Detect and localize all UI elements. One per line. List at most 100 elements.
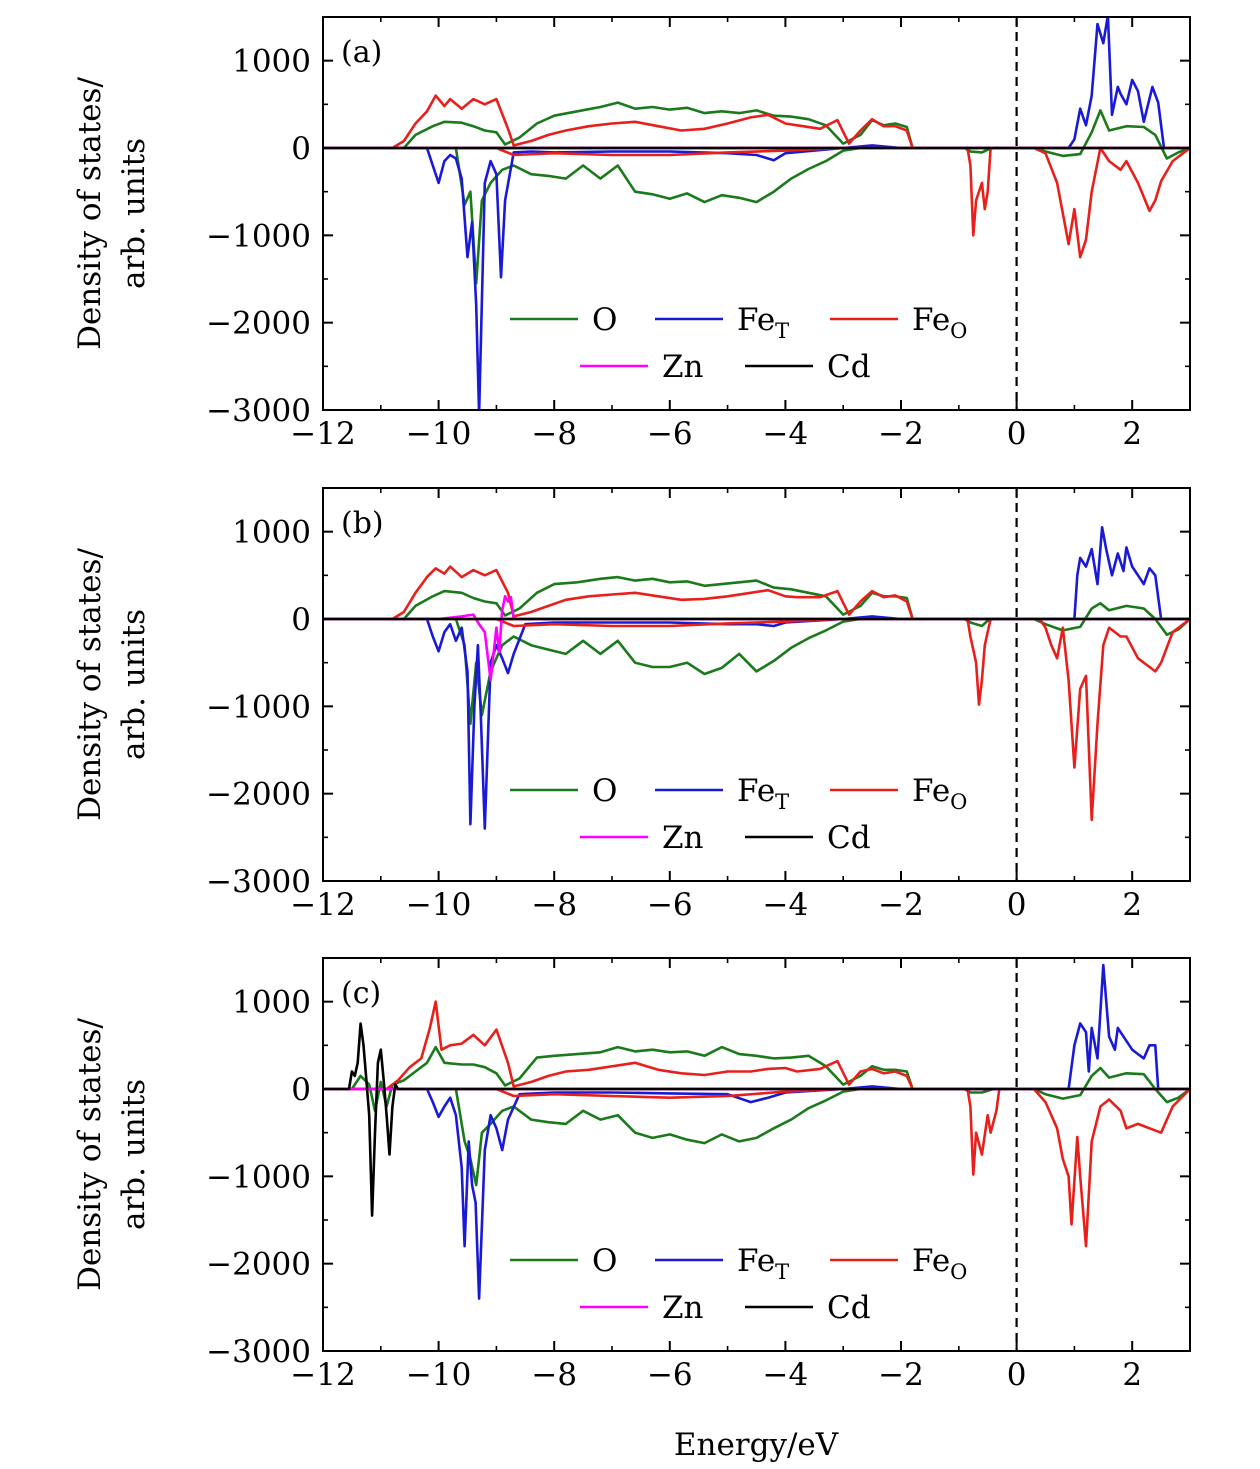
legend: O FeT FeO Zn Cd [510,302,967,385]
y-tick-label: 0 [291,602,311,638]
y-tick-label: −2000 [206,306,311,342]
legend-label: FeT [737,302,789,343]
series-line-fet [323,17,1190,410]
y-tick-label: −3000 [206,393,311,429]
legend-label: FeO [912,1243,967,1284]
legend-entry-feo: FeO [830,302,967,343]
y-tick-label: −2000 [206,1247,311,1283]
legend-entry-cd: Cd [745,820,871,856]
series-line-cd [323,1022,1190,1217]
series-line-feo [323,1000,1190,1248]
legend-label: Zn [662,1290,704,1326]
legend-label: Zn [662,820,704,856]
legend: O FeT FeO Zn Cd [510,773,967,856]
legend-label: FeO [912,773,967,814]
y-axis-title-line1: Density of states/ [72,77,108,350]
y-tick-label: −1000 [206,1159,311,1195]
legend-entry-fet: FeT [655,1243,789,1284]
x-tick-label: 2 [1122,887,1142,923]
x-tick-label: 2 [1122,416,1142,452]
x-tick-label: −4 [763,1357,809,1393]
legend-entry-fet: FeT [655,302,789,343]
y-tick-label: −2000 [206,777,311,813]
x-tick-label: −4 [763,887,809,923]
y-tick-label: 1000 [232,515,311,551]
plot-frame [322,16,1191,411]
panel-label: (b) [341,506,384,541]
y-axis-title-line1: Density of states/ [72,548,108,821]
legend-entry-feo: FeO [830,1243,967,1284]
legend-entry-cd: Cd [745,349,871,385]
y-tick-label: −1000 [206,218,311,254]
plot-frame [322,487,1191,882]
x-tick-label: −12 [290,1357,355,1393]
x-tick-label: −8 [531,1357,577,1393]
panel-label: (a) [341,35,382,70]
legend-entry-zn: Zn [580,1290,704,1326]
legend-entry-o: O [510,302,617,338]
panel-label: (c) [341,976,381,1011]
x-tick-label: −12 [290,887,355,923]
legend-label: Cd [827,820,871,856]
plot-frame [322,957,1191,1352]
legend-label: FeT [737,773,789,814]
panel-c: −12 −10 −8 −6 −4 −2 0 2 −3000 −2000 −1000 0 1000 (c) D… [72,957,1191,1393]
x-tick-label: −6 [647,887,693,923]
y-axis-title-line1: Density of states/ [72,1018,108,1291]
x-tick-label: −6 [647,1357,693,1393]
x-tick-label: 0 [1007,887,1027,923]
legend-label: Cd [827,1290,871,1326]
series-line-o [323,1045,1190,1187]
x-axis-title: Energy/eV [674,1427,839,1463]
legend-entry-feo: FeO [830,773,967,814]
y-axis-title-line2: arb. units [116,1079,152,1230]
y-axis-title: Density of states/arb. units [72,1018,152,1291]
y-axis-title-line2: arb. units [116,609,152,760]
y-tick-label: −3000 [206,864,311,900]
legend-entry-cd: Cd [745,1290,871,1326]
x-tick-label: −2 [878,416,924,452]
legend-label: O [592,302,617,338]
series-line-fet [323,526,1190,830]
series-line-feo [323,94,1190,259]
legend-label: O [592,1243,617,1279]
y-axis-title-line2: arb. units [116,138,152,289]
panel-b: −12 −10 −8 −6 −4 −2 0 2 −3000 −2000 −1000 0 1000 (b) D… [72,487,1191,923]
x-tick-label: 0 [1007,1357,1027,1393]
x-tick-label: 2 [1122,1357,1142,1393]
x-tick-label: −10 [406,416,471,452]
legend-label: FeT [737,1243,789,1284]
legend-entry-o: O [510,1243,617,1279]
legend: O FeT FeO Zn Cd [510,1243,967,1326]
series-line-fet [323,963,1190,1300]
y-tick-label: 0 [291,1072,311,1108]
x-tick-label: −4 [763,416,809,452]
legend-label: FeO [912,302,967,343]
x-tick-label: −10 [406,1357,471,1393]
series-line-o [323,575,1190,726]
legend-entry-zn: Zn [580,349,704,385]
y-tick-label: 1000 [232,44,311,80]
legend-entry-o: O [510,773,617,809]
y-axis-title: Density of states/arb. units [72,548,152,821]
legend-label: O [592,773,617,809]
x-tick-label: −2 [878,1357,924,1393]
y-tick-label: −3000 [206,1334,311,1370]
legend-entry-zn: Zn [580,820,704,856]
x-tick-label: −10 [406,887,471,923]
legend-label: Cd [827,349,871,385]
x-tick-label: −8 [531,887,577,923]
x-tick-label: −12 [290,416,355,452]
x-tick-label: 0 [1007,416,1027,452]
y-tick-label: 1000 [232,985,311,1021]
legend-entry-fet: FeT [655,773,789,814]
panel-a: −12 −10 −8 −6 −4 −2 0 2 −3000 −2000 −1000 0 1000 (a) D… [72,16,1191,452]
x-tick-label: −8 [531,416,577,452]
x-tick-label: −6 [647,416,693,452]
legend-label: Zn [662,349,704,385]
x-tick-label: −2 [878,887,924,923]
series-line-zn [323,595,1190,682]
y-tick-label: −1000 [206,689,311,725]
y-tick-label: 0 [291,131,311,167]
